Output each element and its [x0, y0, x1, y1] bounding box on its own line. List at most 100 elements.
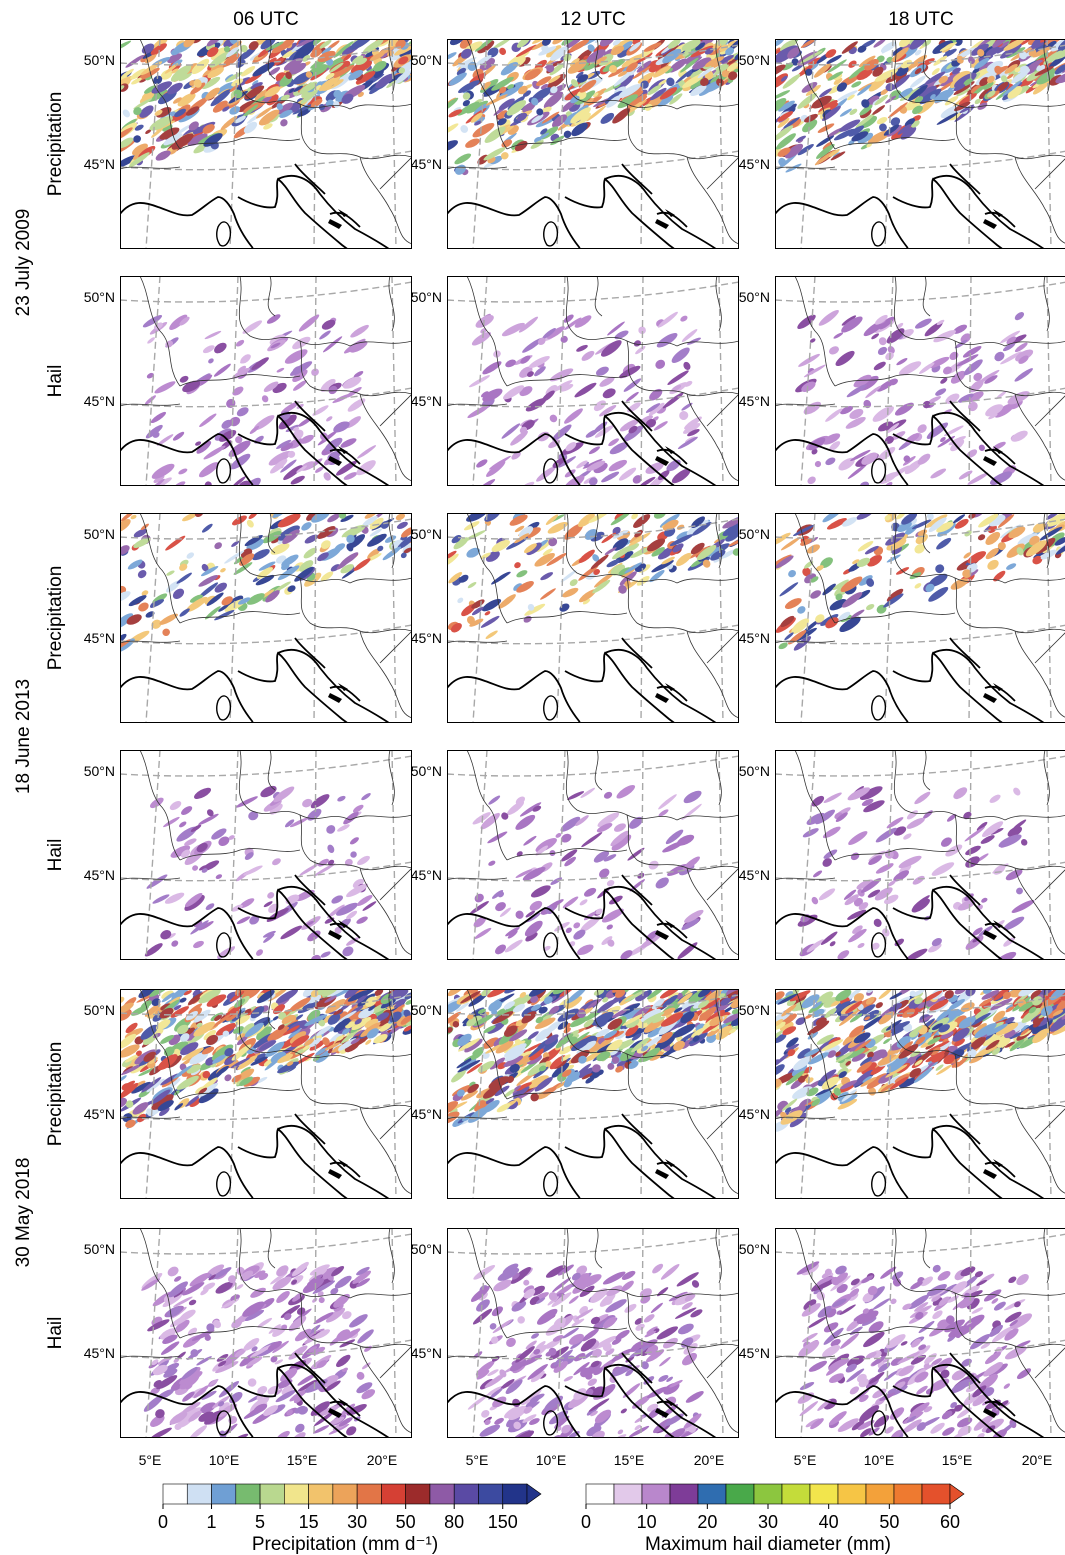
hail-colorbar: 0 10 20 30 40 50 60 Maximum hail diameter (mm): [581, 1483, 965, 1555]
lat-label: 50°N: [739, 526, 770, 542]
graticule: [775, 750, 1065, 960]
hail-map-panel: 50°N 45°N: [739, 276, 1065, 486]
coastline: [120, 874, 391, 960]
coastline: [447, 163, 718, 249]
hail-colorbar-swatch: [837, 1483, 867, 1505]
coastline: [120, 400, 391, 486]
coastline: [447, 637, 718, 723]
country-borders: [447, 750, 739, 956]
hail-map-panel: 50°N 45°N: [411, 276, 739, 486]
graticule: [120, 276, 412, 486]
lat-label: 50°N: [739, 289, 770, 305]
precipitation-colorbar-swatch: [308, 1483, 334, 1505]
panel-frame: [447, 513, 739, 723]
precipitation-field: [120, 989, 412, 1130]
graticule: [775, 513, 1065, 723]
panel-frame: [447, 1228, 739, 1438]
precipitation-colorbar-swatch: [453, 1483, 479, 1505]
coastline: [120, 1113, 391, 1199]
croatian-islands: [983, 683, 1003, 703]
lon-label: 20°E: [1022, 1452, 1053, 1468]
hail-map-panel: 50°N 45°N: [84, 276, 412, 486]
country-borders: [447, 513, 739, 719]
row-label: Precipitation: [45, 1042, 66, 1147]
lat-label: 50°N: [84, 1002, 115, 1018]
lon-label: 5°E: [466, 1452, 489, 1468]
graticule: [447, 750, 739, 960]
lat-label: 50°N: [739, 52, 770, 68]
precipitation-colorbar-swatch: [356, 1483, 382, 1505]
coastline: [120, 1352, 391, 1438]
graticule: [775, 39, 1065, 249]
coastline: [775, 400, 1046, 486]
country-borders: [120, 276, 412, 482]
country-borders: [120, 39, 412, 245]
panel-background: [447, 276, 739, 486]
panel-frame: [775, 750, 1065, 960]
country-borders: [120, 513, 412, 719]
corsica-island: [870, 458, 887, 484]
precipitation-colorbar-title: Precipitation (mm d⁻¹): [252, 1534, 438, 1555]
country-borders: [120, 989, 412, 1195]
panel-background: [775, 276, 1065, 486]
event-date-label: 18 June 2013: [13, 679, 34, 794]
panel-frame: [775, 513, 1065, 723]
croatian-islands: [655, 1398, 675, 1418]
lat-label: 45°N: [739, 393, 770, 409]
precipitation-colorbar-tick-label: 150: [488, 1512, 518, 1532]
row-label: Precipitation: [45, 566, 66, 671]
lat-label: 45°N: [84, 867, 115, 883]
row-label: Hail: [45, 839, 66, 872]
hail-colorbar-tick-label: 0: [581, 1512, 591, 1532]
precipitation-map-panel: 50°N 45°N: [739, 989, 1065, 1199]
hail-map-panel: 50°N 45°N: [411, 750, 739, 960]
precipitation-colorbar-tick-label: 15: [299, 1512, 319, 1532]
coastline: [447, 1352, 718, 1438]
hail-colorbar-title: Maximum hail diameter (mm): [645, 1534, 891, 1555]
hail-field: [467, 1263, 704, 1438]
croatian-islands: [328, 209, 348, 229]
coastline: [775, 1113, 1046, 1199]
panel-frame: [775, 276, 1065, 486]
lat-label: 50°N: [739, 1241, 770, 1257]
lat-label: 50°N: [84, 763, 115, 779]
lon-label: 10°E: [864, 1452, 895, 1468]
graticule: [447, 39, 739, 249]
lat-label: 50°N: [84, 526, 115, 542]
corsica-island: [215, 458, 232, 484]
croatian-islands: [655, 446, 675, 466]
panel-frame: [447, 750, 739, 960]
hail-colorbar-swatch: [613, 1483, 643, 1505]
lat-label: 45°N: [411, 1106, 442, 1122]
precipitation-colorbar-swatch: [284, 1483, 309, 1505]
panel-background: [120, 276, 412, 486]
event-date-label: 23 July 2009: [13, 209, 34, 317]
column-titles: 06 UTC 12 UTC 18 UTC: [233, 9, 953, 30]
graticule: [120, 39, 412, 249]
precipitation-colorbar-tick-label: 50: [396, 1512, 416, 1532]
country-borders: [447, 39, 739, 245]
panel-background: [120, 750, 412, 960]
precipitation-colorbar-swatch: [381, 1483, 406, 1505]
hail-colorbar-swatch: [585, 1483, 615, 1505]
coastline: [447, 400, 718, 486]
lat-label: 45°N: [411, 393, 442, 409]
precipitation-map-panel: 50°N 45°N: [411, 989, 739, 1199]
lat-label: 45°N: [739, 867, 770, 883]
lon-label: 10°E: [209, 1452, 240, 1468]
corsica-island: [542, 458, 559, 484]
hail-field: [796, 1261, 1033, 1438]
graticule: [120, 989, 412, 1199]
graticule: [447, 989, 739, 1199]
graticule: [775, 989, 1065, 1199]
lon-label: 5°E: [794, 1452, 817, 1468]
graticule: [120, 1228, 412, 1438]
lat-label: 45°N: [84, 393, 115, 409]
corsica-island: [870, 932, 887, 958]
row-variable-labels: Precipitation Hail Precipitation Hail Precip…: [45, 92, 66, 1350]
croatian-islands: [983, 446, 1003, 466]
panel-frame: [120, 276, 412, 486]
graticule: [447, 513, 739, 723]
